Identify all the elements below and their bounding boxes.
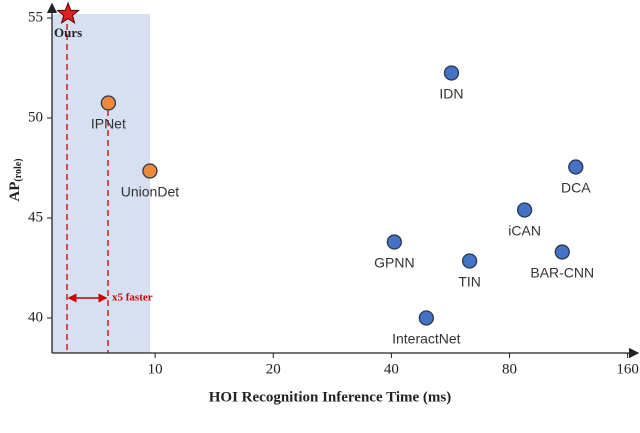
y-axis-label: AP(role) (7, 158, 24, 201)
x-tick-label: 40 (384, 361, 399, 377)
y-tick-label: 55 (28, 9, 43, 25)
point-label: IDN (439, 86, 463, 102)
point (516, 202, 533, 218)
point-label: BAR-CNN (530, 265, 594, 281)
point-label: iCAN (508, 223, 541, 239)
point (56, 1, 80, 25)
point (568, 159, 584, 175)
y-axis-label-main: AP (7, 182, 23, 202)
y-tick-label: 45 (28, 209, 43, 225)
x-axis-label: HOI Recognition Inference Time (ms) (209, 389, 451, 405)
x-tick-label: 10 (148, 361, 163, 377)
point (443, 65, 460, 81)
x-tick-label: 80 (502, 361, 517, 377)
point-label: TIN (458, 274, 481, 290)
point-label: GPNN (374, 255, 414, 271)
point (554, 244, 570, 260)
point (386, 234, 403, 250)
point (100, 95, 117, 111)
x-tick-label: 20 (266, 361, 281, 377)
annotation: x5 faster (112, 292, 153, 304)
point-label: IPNet (91, 116, 126, 132)
y-tick-label: 40 (28, 309, 43, 325)
y-axis-label-sub: (role) (13, 158, 24, 181)
point (142, 163, 158, 179)
x-tick-label: 160 (616, 361, 639, 377)
point-label: InteractNet (392, 331, 461, 347)
point-label: DCA (561, 180, 591, 196)
point-label: UnionDet (121, 184, 179, 200)
y-tick-label: 50 (28, 109, 43, 125)
point (461, 253, 478, 269)
point-label: Ours (54, 25, 82, 40)
point (418, 310, 434, 326)
